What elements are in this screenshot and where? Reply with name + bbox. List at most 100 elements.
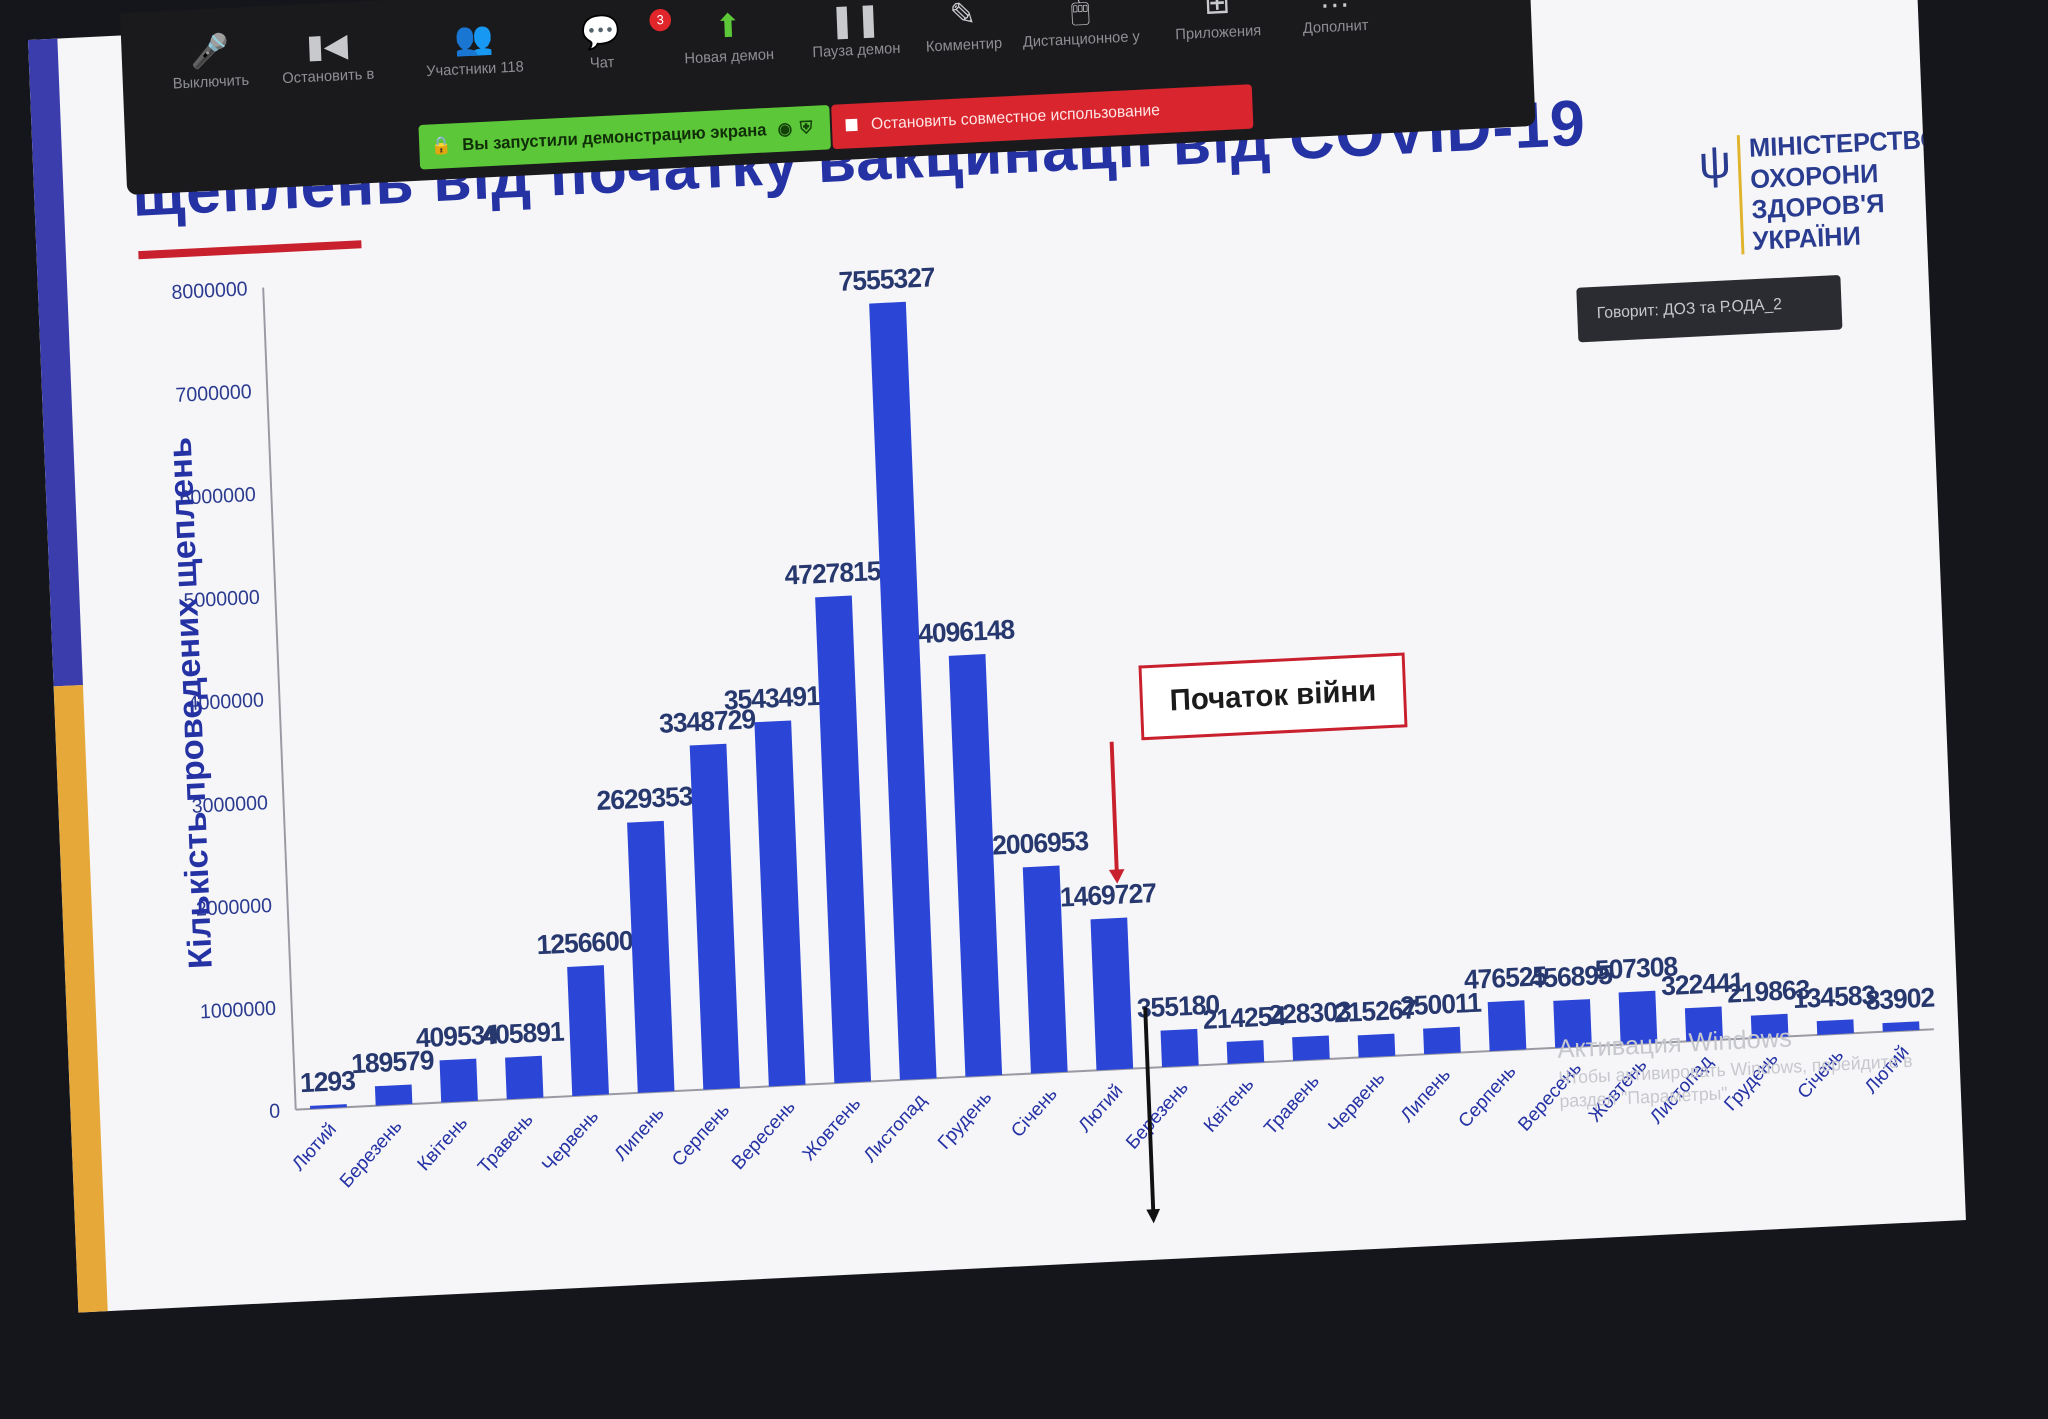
bar	[310, 1104, 347, 1109]
toolbar-button-label: Выключить	[172, 71, 250, 93]
bar-value-label: 250011	[1400, 987, 1483, 1021]
x-tick-label: Лютий	[1075, 1080, 1127, 1136]
chat-icon: 💬	[580, 12, 622, 52]
x-tick-label: Серпень	[1455, 1061, 1521, 1132]
y-tick-label: 4000000	[187, 689, 264, 715]
bar-value-label: 405891	[481, 1016, 565, 1051]
bar	[754, 720, 806, 1087]
toolbar-button-label: Приложения	[1175, 21, 1262, 44]
stop-icon	[845, 118, 858, 132]
y-tick-label: 0	[269, 1100, 281, 1123]
bar	[1750, 1013, 1789, 1039]
bar-value-label: 1469727	[1059, 878, 1156, 913]
y-tick-label: 1000000	[200, 997, 277, 1023]
bar	[439, 1058, 478, 1103]
y-tick-label: 5000000	[183, 586, 260, 612]
bar	[869, 301, 937, 1081]
x-tick-label: Березень	[1122, 1077, 1192, 1154]
stop-share-label: Остановить совместное использование	[870, 101, 1161, 134]
projected-screen: Помісячна динаміка кількості проведених …	[28, 0, 2048, 1419]
x-tick-label: Вересень	[728, 1096, 800, 1174]
bar	[1226, 1040, 1265, 1064]
toolbar-button-label: Новая демон	[684, 45, 775, 68]
bar-value-label: 476525	[1463, 961, 1547, 996]
bar	[1160, 1028, 1199, 1068]
bar-value-label: 134583	[1792, 980, 1875, 1014]
share-status-icons[interactable]: ◉⛨	[777, 117, 821, 139]
bar	[1423, 1026, 1461, 1055]
toolbar-button-apps[interactable]: ⊞ Приложения	[1158, 0, 1278, 44]
bar	[374, 1084, 413, 1106]
x-tick-label: Квітень	[414, 1112, 472, 1175]
bar-value-label: 4096148	[918, 614, 1016, 649]
x-tick-label: Лютий	[288, 1119, 340, 1175]
bar	[505, 1055, 544, 1100]
toolbar-button-label: Пауза демон	[812, 39, 901, 62]
bar	[1487, 1000, 1527, 1052]
x-tick-label: Червень	[538, 1106, 603, 1176]
bar-value-label: 409534	[415, 1019, 499, 1054]
bar-value-label: 215267	[1333, 994, 1416, 1028]
war-start-annotation: Початок війни	[1138, 652, 1408, 741]
bar-value-label: 1256600	[536, 925, 633, 960]
bar-value-label: 355180	[1136, 989, 1219, 1023]
x-tick-label: Липень	[1397, 1064, 1455, 1127]
toolbar-button-label: Дополнит	[1302, 16, 1369, 38]
microphone-icon: 🎤	[189, 32, 230, 71]
toolbar-button-more[interactable]: …Дополнит	[1275, 0, 1395, 38]
bar-value-label: 1293	[299, 1065, 355, 1098]
bar	[1292, 1035, 1330, 1061]
toolbar-button-pause[interactable]: ❚❚ Пауза демон	[796, 0, 916, 62]
presentation-slide: Помісячна динаміка кількості проведених …	[28, 0, 1966, 1313]
bar	[1816, 1019, 1854, 1035]
screen-share-banner: 🔒 Вы запустили демонстрацию экрана ◉⛨	[418, 104, 831, 170]
bar-value-label: 219863	[1727, 974, 1810, 1008]
y-tick-label: 3000000	[191, 792, 268, 818]
chat-unread-badge: 3	[649, 8, 672, 32]
toolbar-button-participants[interactable]: 👥 Участники 118	[414, 13, 534, 80]
x-tick-label: Травень	[1260, 1071, 1323, 1140]
bar-value-label: 3543491	[723, 680, 821, 715]
y-tick-label: 8000000	[171, 278, 248, 304]
x-tick-label: Січень	[1007, 1083, 1061, 1141]
new-share-icon: ⬆	[714, 7, 742, 45]
bar	[567, 965, 609, 1097]
bar-value-label: 507308	[1594, 951, 1678, 986]
bar	[948, 654, 1003, 1077]
stop-share-button[interactable]: Остановить совместное использование	[831, 84, 1254, 150]
video-camera-icon: ▮◀	[305, 26, 349, 65]
toolbar-items: 🎤 Выключить ▮◀ Остановить в 👥 Участники 118 💬 Ч…	[120, 0, 1528, 93]
y-axis-line	[262, 287, 297, 1110]
toolbar-button-label: Чат	[589, 53, 615, 73]
bar	[1882, 1021, 1920, 1032]
bar-value-label: 2629353	[596, 781, 693, 816]
x-tick-label: Серпень	[668, 1100, 734, 1171]
toolbar-button-video-camera[interactable]: ▮◀ Остановить в	[268, 20, 388, 87]
toolbar-button-label: Остановить в	[281, 65, 375, 88]
x-tick-label: Липень	[611, 1103, 669, 1166]
bar	[1553, 999, 1592, 1048]
y-tick-label: 6000000	[179, 484, 256, 510]
bar	[1618, 990, 1658, 1045]
x-tick-label: Травень	[474, 1109, 537, 1178]
bar-value-label: 228303	[1268, 996, 1351, 1030]
bar-value-label: 3348729	[659, 704, 756, 739]
bar	[627, 820, 675, 1093]
toolbar-button-chat[interactable]: 💬 Чат	[541, 7, 661, 74]
toolbar-button-microphone[interactable]: 🎤 Выключить	[150, 26, 270, 93]
x-tick-label: Червень	[1325, 1067, 1390, 1137]
bar-value-label: 4727815	[784, 556, 882, 591]
bar	[689, 743, 741, 1090]
x-tick-label: Березень	[336, 1116, 406, 1193]
x-tick-label: Грудень	[934, 1087, 996, 1154]
vaccination-bar-chart: 0 1000000 2000000 3000000 4000000 5000000 6000…	[161, 262, 1935, 1224]
toolbar-button-new-share[interactable]: ⬆ Новая демон	[669, 1, 789, 68]
bar	[1090, 917, 1134, 1071]
toolbar-button-label: Комментир	[925, 34, 1003, 56]
toolbar-button-mouse[interactable]: 🖱 Дистанционное у	[1021, 0, 1141, 51]
bar-value-label: 322441	[1661, 967, 1745, 1002]
y-tick-label: 2000000	[195, 895, 272, 921]
bar-value-label: 189579	[351, 1045, 434, 1079]
toolbar-button-pencil[interactable]: ✎ Комментир	[903, 0, 1023, 57]
bar-value-label: 456895	[1529, 959, 1613, 994]
